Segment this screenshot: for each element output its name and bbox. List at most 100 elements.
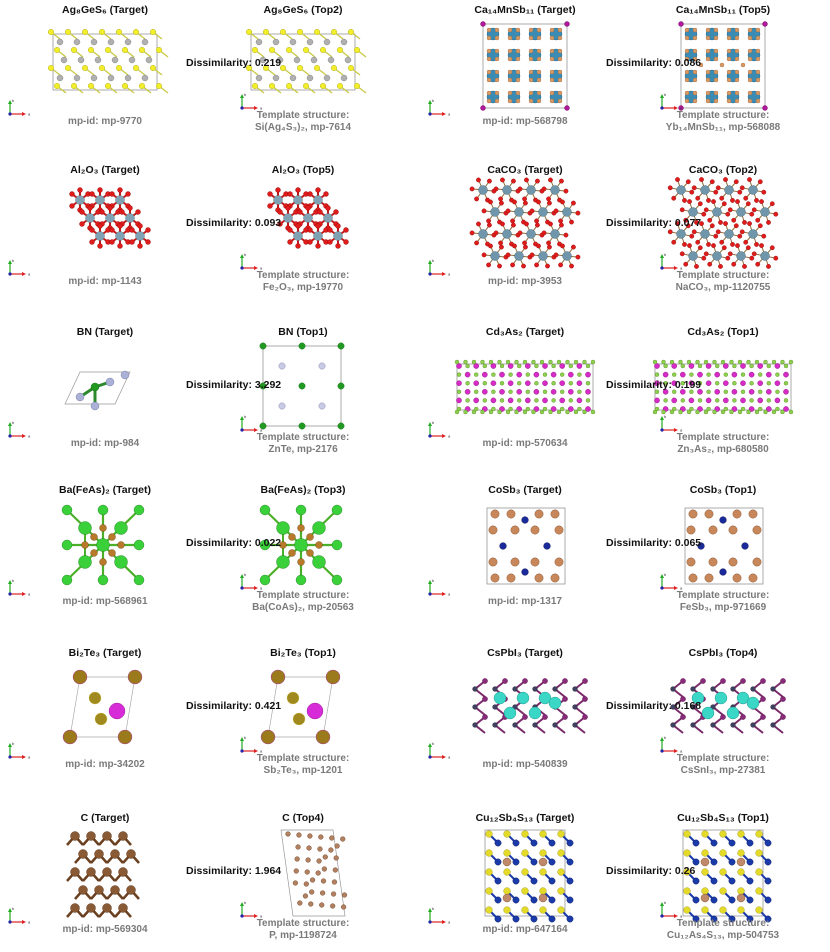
template-structure: Template structure: Cu₁₂As₄S₁₃, mp-504753 [638, 918, 808, 942]
atom [704, 509, 714, 519]
atom [524, 221, 529, 227]
atom [94, 712, 108, 726]
atom [276, 555, 290, 569]
atom [505, 208, 511, 214]
atom [585, 363, 591, 369]
svg-text:a: a [28, 755, 31, 760]
atom [65, 65, 72, 72]
atom [506, 509, 516, 519]
atom [340, 836, 346, 842]
atom [757, 397, 763, 404]
atom [678, 21, 684, 27]
atom [347, 65, 354, 72]
atom [107, 205, 113, 211]
template-label: Template structure: [676, 110, 770, 121]
atom [521, 906, 529, 914]
mpid-prefix: mp-id: [488, 276, 522, 287]
atom [562, 207, 572, 217]
axes-indicator: ab [8, 741, 31, 760]
atom [712, 359, 717, 365]
atom [684, 27, 690, 33]
atom [683, 849, 691, 857]
atom [750, 722, 756, 728]
mpid-prefix: mp-id: [62, 924, 96, 935]
atom [88, 47, 95, 54]
atom [90, 382, 100, 392]
atom [503, 887, 511, 895]
atom [114, 521, 128, 535]
atom [536, 77, 542, 83]
atom [267, 191, 273, 197]
atom [108, 702, 126, 720]
atom [743, 239, 749, 245]
atom [585, 398, 591, 403]
atom [743, 195, 749, 201]
atom [775, 406, 780, 412]
atom [289, 38, 297, 46]
atom [327, 239, 333, 245]
atom [108, 549, 116, 557]
atom [507, 90, 513, 96]
svg-text:b: b [244, 735, 247, 740]
mpid-prefix: mp-id: [70, 438, 105, 449]
atom [695, 359, 700, 365]
atom [576, 380, 583, 387]
predicted-title: Ag₈GeS₆ (Top2) [263, 4, 343, 16]
atom [138, 47, 145, 54]
atom [70, 831, 80, 841]
atom [780, 696, 786, 702]
atom [480, 105, 486, 111]
atom [688, 251, 698, 261]
atom [539, 868, 547, 876]
atom [536, 27, 542, 33]
atom [557, 830, 565, 838]
axes-indicator: ab [240, 92, 263, 111]
atom [341, 904, 347, 910]
predicted-title: Ca₁₄MnSb₁₁ (Top5) [675, 4, 771, 16]
atom [686, 557, 696, 567]
atom [89, 227, 95, 233]
atom [755, 35, 761, 41]
atom [754, 409, 760, 415]
atom [104, 83, 111, 90]
atom [542, 406, 548, 412]
atom [742, 220, 747, 225]
atom [296, 832, 302, 838]
atom [669, 359, 675, 365]
atom [117, 223, 123, 229]
atom [97, 574, 109, 586]
atom [465, 363, 470, 369]
atom [70, 903, 80, 913]
atom [298, 382, 306, 390]
predicted-title: BN (Top1) [278, 326, 328, 338]
atom [705, 397, 712, 404]
atom [695, 239, 701, 245]
atom [565, 359, 570, 365]
atom [499, 389, 505, 395]
mpid-value: mp-34202 [98, 759, 145, 770]
atom [75, 195, 85, 205]
atom [456, 397, 462, 404]
atom [494, 56, 500, 62]
atom [762, 105, 768, 111]
atom [270, 669, 286, 685]
atom [747, 221, 752, 226]
atom [783, 371, 789, 378]
atom [559, 406, 565, 412]
ca14-structure-target [480, 21, 570, 111]
atom [482, 696, 488, 702]
cd3as2-structure-predicted [652, 359, 794, 415]
atom [734, 98, 740, 104]
atom [295, 504, 307, 516]
atom [761, 189, 767, 195]
atom [764, 896, 772, 904]
al2o3-structure-target [69, 187, 151, 249]
atom [757, 406, 763, 412]
atom [672, 372, 677, 377]
atom [317, 846, 323, 852]
atom [252, 47, 259, 54]
atom [353, 83, 360, 90]
atom [512, 243, 517, 249]
atom [546, 196, 551, 202]
atom [737, 359, 743, 365]
